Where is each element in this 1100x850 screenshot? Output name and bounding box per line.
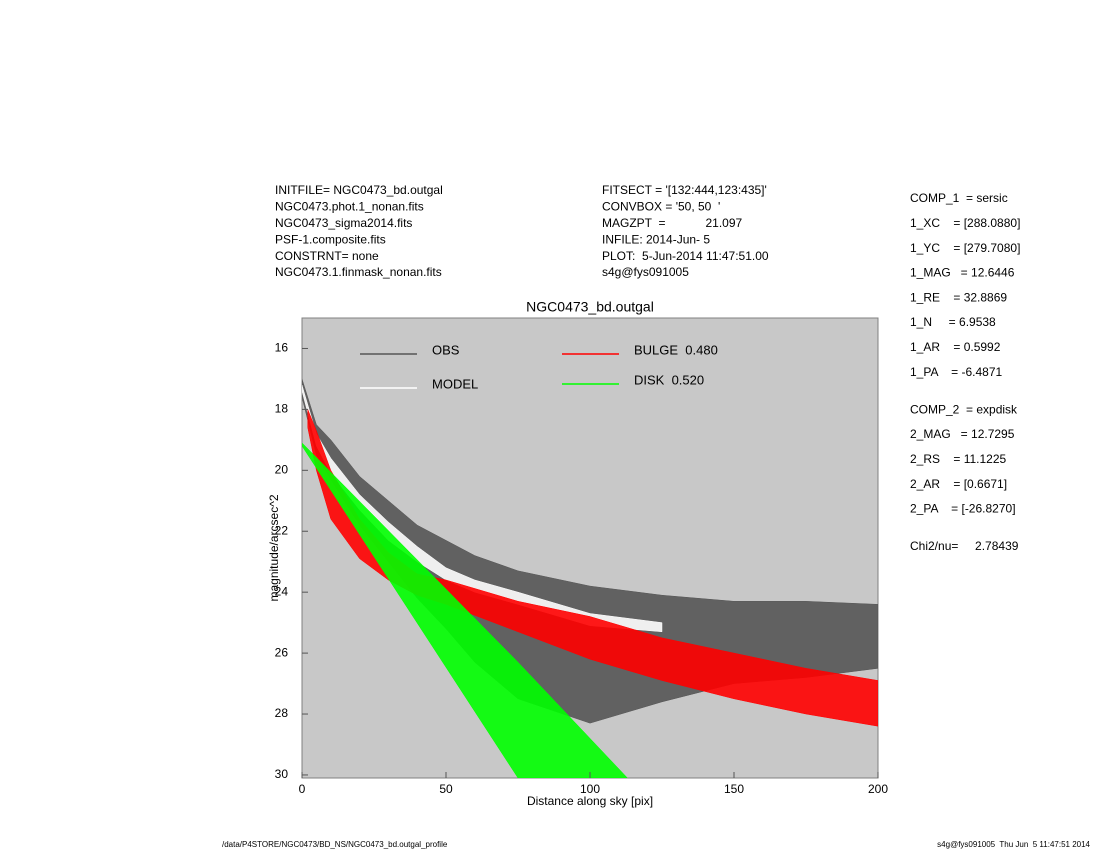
y-axis-label: magnitude/arcsec^2 (267, 494, 281, 601)
x-tick-label: 0 (299, 782, 306, 796)
x-tick-label: 50 (439, 782, 453, 796)
fit-parameter: 1_MAG = 12.6446 (910, 266, 1015, 280)
y-tick-label: 18 (275, 402, 289, 416)
y-tick-label: 26 (275, 645, 289, 659)
fit-parameter: 2_MAG = 12.7295 (910, 427, 1015, 441)
legend-label: DISK 0.520 (634, 372, 704, 387)
y-tick-label: 30 (275, 767, 289, 781)
fit-parameter: 2_RS = 11.1225 (910, 452, 1007, 466)
legend-label: MODEL (432, 376, 478, 391)
fit-parameter: Chi2/nu= 2.78439 (910, 539, 1019, 553)
fit-parameter: 1_PA = -6.4871 (910, 365, 1003, 379)
y-tick-label: 16 (275, 341, 289, 355)
note-middle: CONVBOX = '50, 50 ' (602, 200, 720, 214)
note-middle: s4g@fys091005 (602, 265, 689, 279)
note-left: INITFILE= NGC0473_bd.outgal (275, 183, 443, 197)
note-middle: FITSECT = '[132:444,123:435]' (602, 183, 767, 197)
note-middle: PLOT: 5-Jun-2014 11:47:51.00 (602, 249, 769, 263)
y-tick-label: 28 (275, 706, 289, 720)
x-axis-label: Distance along sky [pix] (527, 794, 653, 808)
fit-parameter: COMP_1 = sersic (910, 191, 1008, 205)
fit-parameter: 1_XC = [288.0880] (910, 216, 1020, 230)
y-tick-label: 20 (275, 462, 289, 476)
note-middle: MAGZPT = 21.097 (602, 216, 742, 230)
y-tick-label: 24 (275, 584, 289, 598)
note-left: NGC0473_sigma2014.fits (275, 216, 412, 230)
legend-label: OBS (432, 342, 460, 357)
x-tick-label: 200 (868, 782, 888, 796)
fit-parameter: 1_RE = 32.8869 (910, 290, 1007, 304)
fit-parameter: COMP_2 = expdisk (910, 402, 1018, 416)
note-left: NGC0473.phot.1_nonan.fits (275, 200, 424, 214)
footer-stamp: s4g@fys091005 Thu Jun 5 11:47:51 2014 (937, 840, 1090, 849)
note-left: PSF-1.composite.fits (275, 232, 386, 246)
fit-parameter: 1_YC = [279.7080] (910, 241, 1020, 255)
note-left: CONSTRNT= none (275, 249, 379, 263)
note-left: NGC0473.1.finmask_nonan.fits (275, 265, 442, 279)
profile-band (302, 442, 628, 778)
chart-title: NGC0473_bd.outgal (526, 299, 654, 315)
x-tick-label: 150 (724, 782, 744, 796)
fit-parameter: 2_PA = [-26.8270] (910, 502, 1016, 516)
legend-label: BULGE 0.480 (634, 342, 718, 357)
fit-parameter: 1_AR = 0.5992 (910, 340, 1001, 354)
x-tick-label: 100 (580, 782, 600, 796)
y-tick-label: 22 (275, 523, 289, 537)
footer-path: /data/P4STORE/NGC0473/BD_NS/NGC0473_bd.o… (222, 840, 448, 849)
note-middle: INFILE: 2014-Jun- 5 (602, 232, 710, 246)
fit-parameter: 2_AR = [0.6671] (910, 477, 1007, 491)
fit-parameter: 1_N = 6.9538 (910, 315, 996, 329)
bands (302, 378, 878, 778)
